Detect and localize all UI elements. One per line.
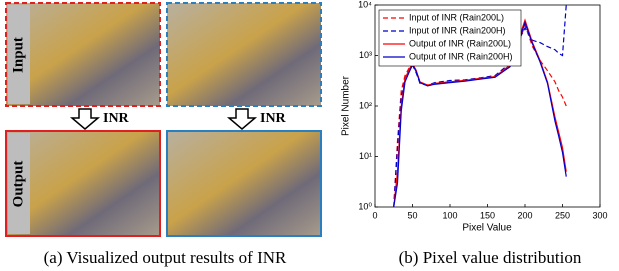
row-label: Output xyxy=(10,161,26,208)
y-tick-label: 10¹ xyxy=(359,151,372,161)
figure: Input Output INR INR (a) Visualized outp… xyxy=(0,0,619,271)
x-tick-label: 50 xyxy=(407,210,417,220)
legend-label: Input of INR (Rain200H) xyxy=(409,25,506,35)
y-axis-label: Pixel Number xyxy=(341,75,352,136)
y-tick-label: 10⁰ xyxy=(358,201,372,211)
arrow xyxy=(72,109,98,129)
x-tick-label: 100 xyxy=(442,210,457,220)
x-axis-label: Pixel Value xyxy=(462,223,512,234)
x-tick-label: 150 xyxy=(480,210,495,220)
row-label: Input xyxy=(10,37,26,73)
y-tick-label: 10² xyxy=(359,100,372,110)
caption: (b) Pixel value distribution xyxy=(399,248,582,267)
legend-label: Output of INR (Rain200H) xyxy=(409,51,513,61)
caption: (a) Visualized output results of INR xyxy=(44,248,287,267)
legend-label: Input of INR (Rain200L) xyxy=(409,12,504,22)
legend-label: Output of INR (Rain200L) xyxy=(409,38,511,48)
x-tick-label: 200 xyxy=(517,210,532,220)
arrow xyxy=(229,109,255,129)
arrow-label: INR xyxy=(260,111,287,126)
x-tick-label: 250 xyxy=(555,210,570,220)
left-panel: Input Output INR INR (a) Visualized outp… xyxy=(6,3,321,267)
input-image-rain200h xyxy=(167,3,321,106)
y-tick-label: 10⁴ xyxy=(358,0,372,9)
x-tick-label: 0 xyxy=(372,210,377,220)
output-image-rain200h xyxy=(167,131,321,236)
y-tick-label: 10³ xyxy=(359,50,372,60)
x-tick-label: 300 xyxy=(592,210,607,220)
arrow-label: INR xyxy=(103,111,130,126)
